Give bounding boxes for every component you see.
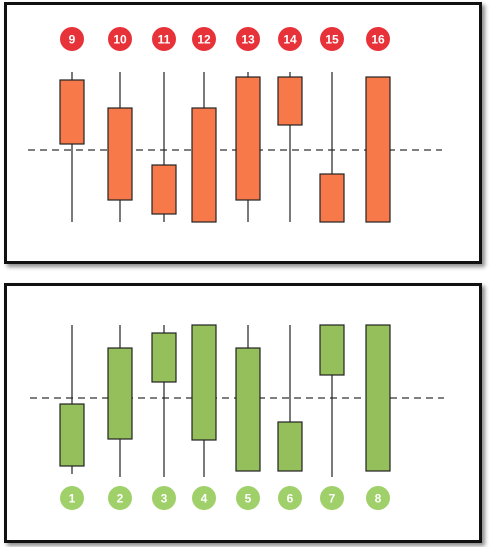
candle-12-badge <box>192 27 216 51</box>
candle-15-label: 15 <box>325 33 339 47</box>
candle-15: 15 <box>319 27 345 223</box>
candle-12-body <box>191 107 217 223</box>
candle-7: 7 <box>319 324 345 510</box>
candle-3: 3 <box>151 325 177 510</box>
candle-1-body <box>59 403 85 467</box>
candle-12-label: 12 <box>197 33 211 47</box>
candle-2-badge <box>108 486 132 510</box>
bottom-group: 1 2 3 4 5 6 7 8 <box>30 324 444 510</box>
candle-14: 14 <box>277 27 303 222</box>
candle-10-badge <box>108 27 132 51</box>
candle-15-badge <box>320 27 344 51</box>
candle-11-label: 11 <box>158 33 171 47</box>
candle-9-badge <box>60 27 84 51</box>
candle-16-label: 16 <box>371 33 385 47</box>
candle-14-body <box>277 76 303 126</box>
candle-8-label: 8 <box>375 492 382 506</box>
candle-4-badge <box>192 486 216 510</box>
candle-5-badge <box>236 486 260 510</box>
candle-7-body <box>319 324 345 376</box>
candle-16-body <box>365 76 391 223</box>
candle-6-label: 6 <box>287 492 294 506</box>
candle-4: 4 <box>191 324 217 510</box>
candle-11: 11 <box>151 27 177 222</box>
candle-13: 13 <box>235 27 261 222</box>
candle-10-label: 10 <box>113 33 127 47</box>
candle-2-body <box>107 347 133 440</box>
candle-14-badge <box>278 27 302 51</box>
candle-1-badge <box>60 486 84 510</box>
candle-3-body <box>151 332 177 383</box>
candle-13-label: 13 <box>241 33 255 47</box>
candle-6-badge <box>278 486 302 510</box>
candle-3-badge <box>152 486 176 510</box>
candle-11-badge <box>152 27 176 51</box>
candle-6-body <box>277 421 303 472</box>
candle-15-body <box>319 173 345 223</box>
candle-13-badge <box>236 27 260 51</box>
candle-13-body <box>235 76 261 201</box>
candle-10-body <box>107 107 133 201</box>
candle-16: 16 <box>365 27 391 223</box>
candle-9-label: 9 <box>69 33 76 47</box>
candle-1-label: 1 <box>69 492 76 506</box>
candle-2-label: 2 <box>117 492 124 506</box>
candle-6: 6 <box>277 325 303 510</box>
candle-16-badge <box>366 27 390 51</box>
candle-3-label: 3 <box>161 492 168 506</box>
candle-7-label: 7 <box>329 492 336 506</box>
candle-4-body <box>191 324 217 441</box>
candle-4-label: 4 <box>201 492 208 506</box>
candle-10: 10 <box>107 27 133 222</box>
candle-9: 9 <box>59 27 85 222</box>
candle-8: 8 <box>365 324 391 510</box>
candle-11-body <box>151 164 177 215</box>
candle-8-body <box>365 324 391 472</box>
candle-5-body <box>235 347 261 472</box>
candle-9-body <box>59 79 85 145</box>
candle-5-label: 5 <box>245 492 252 506</box>
candle-5: 5 <box>235 325 261 510</box>
candle-8-badge <box>366 486 390 510</box>
candle-12: 12 <box>191 27 217 223</box>
candle-2: 2 <box>107 325 133 510</box>
candle-14-label: 14 <box>283 33 297 47</box>
top-group: 9 10 11 12 13 14 15 16 <box>28 27 442 223</box>
candle-1: 1 <box>59 325 85 510</box>
candle-7-badge <box>320 486 344 510</box>
